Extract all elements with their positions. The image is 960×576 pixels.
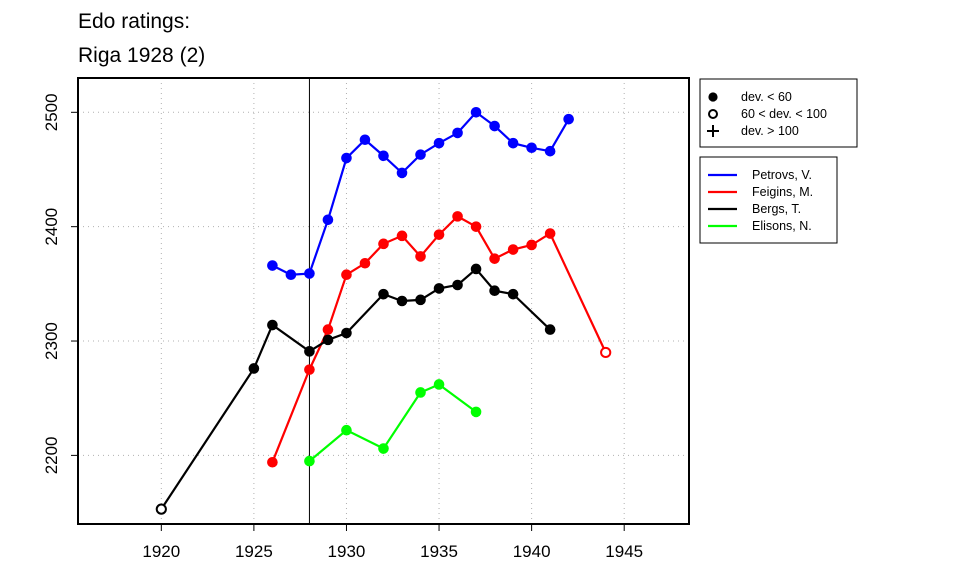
legend-plus-icon <box>707 125 719 137</box>
series-legend-label: Feigins, M. <box>752 185 813 199</box>
data-point <box>248 363 260 374</box>
x-tick-label: 1935 <box>420 542 458 561</box>
grid <box>78 78 689 524</box>
series-legend: Petrovs, V. Feigins, M. Bergs, T. Elisons, … <box>699 156 838 244</box>
legend-filled-circle-icon <box>708 92 718 102</box>
data-point <box>396 167 408 179</box>
y-tick-label: 2200 <box>42 436 61 474</box>
data-point <box>507 137 519 149</box>
data-point <box>322 324 334 335</box>
data-point <box>396 295 408 307</box>
data-point <box>563 113 574 125</box>
axes: 1920 1925 1930 1935 1940 1945 2200 2300 2400 2500 <box>42 93 643 561</box>
marker-legend: dev. < 60 60 < dev. < 100 dev. > 100 <box>699 78 858 148</box>
data-point <box>267 260 278 271</box>
data-point <box>378 288 389 300</box>
marker-legend-label: dev. < 60 <box>741 90 792 104</box>
data-point <box>544 324 556 335</box>
data-point <box>452 279 463 291</box>
data-point <box>526 239 537 251</box>
series-line <box>271 215 607 463</box>
data-point <box>470 263 482 275</box>
legend-open-circle-icon <box>708 109 718 119</box>
x-tick-label: 1930 <box>328 542 366 561</box>
chart-title-line-2: Riga 1928 (2) <box>78 44 205 67</box>
data-point <box>470 221 482 232</box>
data-point <box>415 149 426 160</box>
data-point <box>396 230 408 242</box>
data-point <box>489 253 500 264</box>
x-tick-label: 1925 <box>235 542 273 561</box>
data-point <box>341 424 352 436</box>
data-point <box>433 283 445 294</box>
series-line <box>308 383 477 462</box>
plot-frame <box>77 77 690 525</box>
data-point <box>544 145 556 157</box>
data-point <box>433 229 445 240</box>
data-point <box>322 214 334 226</box>
series-elisons-n <box>304 379 482 467</box>
series-line <box>160 267 551 510</box>
data-point <box>322 334 334 346</box>
series-legend-label: Bergs, T. <box>752 202 801 216</box>
series-legend-box <box>699 156 838 244</box>
data-point <box>267 319 278 331</box>
data-point <box>526 142 537 154</box>
data-point <box>470 107 482 118</box>
data-point <box>341 269 352 280</box>
data-point <box>285 269 297 280</box>
series-feigins-m <box>267 211 612 468</box>
series-layer <box>155 107 612 515</box>
data-point <box>341 327 352 339</box>
y-tick-label: 2500 <box>42 93 61 131</box>
data-point <box>304 346 315 357</box>
y-tick-label: 2400 <box>42 208 61 246</box>
data-point <box>489 120 500 132</box>
data-point <box>304 455 315 467</box>
x-tick-label: 1945 <box>605 542 643 561</box>
series-legend-label: Petrovs, V. <box>752 168 812 182</box>
series-legend-label: Elisons, N. <box>752 219 812 233</box>
marker-legend-box <box>699 78 858 148</box>
data-point <box>341 152 352 164</box>
chart-title-line-1: Edo ratings: <box>78 10 190 33</box>
data-point <box>507 288 519 300</box>
data-point <box>433 379 445 390</box>
data-point <box>359 134 371 146</box>
series-petrovs-v <box>267 107 574 280</box>
data-point <box>415 294 426 306</box>
y-tick-label: 2300 <box>42 322 61 360</box>
data-point <box>359 257 371 269</box>
data-point <box>452 211 463 222</box>
data-point <box>304 268 315 279</box>
series-bergs-t <box>155 263 556 515</box>
data-point <box>470 406 482 418</box>
data-point <box>452 127 463 139</box>
data-point <box>600 346 612 359</box>
data-point <box>378 443 389 454</box>
data-point <box>155 503 167 515</box>
data-point <box>304 364 315 375</box>
data-point <box>378 238 389 250</box>
data-point <box>415 387 426 398</box>
data-point <box>507 244 519 255</box>
marker-legend-label: 60 < dev. < 100 <box>741 107 827 121</box>
data-point <box>415 251 426 262</box>
data-point <box>267 456 278 468</box>
data-point <box>489 285 500 297</box>
data-point <box>433 137 445 149</box>
data-point <box>544 228 556 239</box>
marker-legend-label: dev. > 100 <box>741 124 799 138</box>
data-point <box>378 150 389 162</box>
series-line <box>271 110 570 276</box>
x-tick-label: 1920 <box>142 542 180 561</box>
x-tick-label: 1940 <box>513 542 551 561</box>
